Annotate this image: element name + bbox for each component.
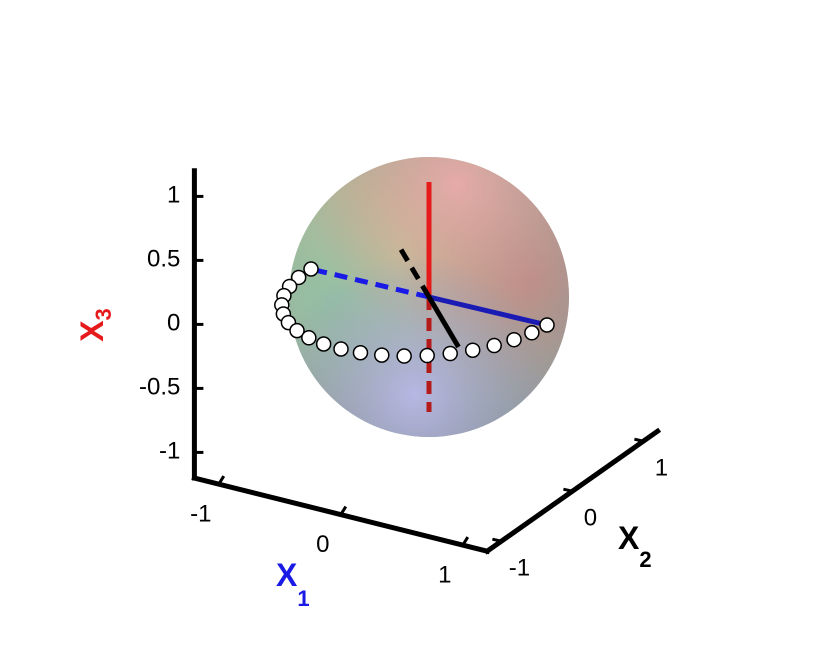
y-tick (563, 487, 573, 493)
trajectory-point (303, 261, 319, 277)
x-tick-label: -1 (190, 500, 211, 527)
x-axis-label: X1 (276, 557, 310, 610)
trajectory-point (419, 347, 435, 364)
y-tick (492, 537, 502, 543)
z-tick-label: 0.5 (147, 246, 180, 273)
x-label-sub: 1 (297, 586, 309, 611)
trajectory-point (442, 345, 458, 362)
trajectory-point (539, 317, 555, 333)
z-tick-label: 0 (167, 310, 180, 337)
x-label-main: X (276, 557, 298, 593)
trajectory-point (396, 348, 412, 364)
z-tick-label: -1 (159, 438, 180, 465)
y-tick-label: 1 (655, 455, 668, 482)
trajectory-point (315, 336, 332, 352)
y-label-sub: 2 (639, 547, 651, 572)
trajectory-point (486, 337, 502, 354)
vector-dashed (397, 245, 432, 299)
z-axis-label: X3 (74, 308, 115, 342)
vector (428, 294, 548, 328)
y-tick-label: -1 (509, 555, 530, 582)
trajectory-point (289, 322, 305, 339)
y-label-main: X (618, 520, 640, 556)
y-axis-label: X2 (618, 520, 652, 571)
vector (426, 295, 461, 349)
z-label-main: X (74, 320, 110, 342)
x-tick (461, 536, 470, 546)
axes: -1 -0.5 0 0.5 1 -1 0 1 -1 0 1 (139, 168, 668, 588)
z-tick-label: 1 (167, 182, 180, 209)
trajectory-point (333, 341, 349, 357)
z-tick-label: -0.5 (139, 374, 180, 401)
trajectory-point (464, 342, 481, 358)
x-tick (217, 475, 226, 485)
x-tick (339, 505, 348, 516)
z-label-sub: 3 (91, 308, 116, 320)
y-tick-label: 0 (584, 505, 597, 532)
trajectory-point (301, 330, 317, 346)
x-tick-label: 1 (438, 561, 451, 588)
x-tick-label: 0 (316, 531, 329, 558)
trajectory-point (524, 325, 540, 341)
marks (274, 182, 555, 412)
trajectory-point (352, 344, 369, 361)
y-tick (634, 437, 644, 443)
trajectory-point (290, 269, 307, 286)
trajectory-point (506, 331, 522, 348)
trajectory-point (374, 347, 390, 363)
